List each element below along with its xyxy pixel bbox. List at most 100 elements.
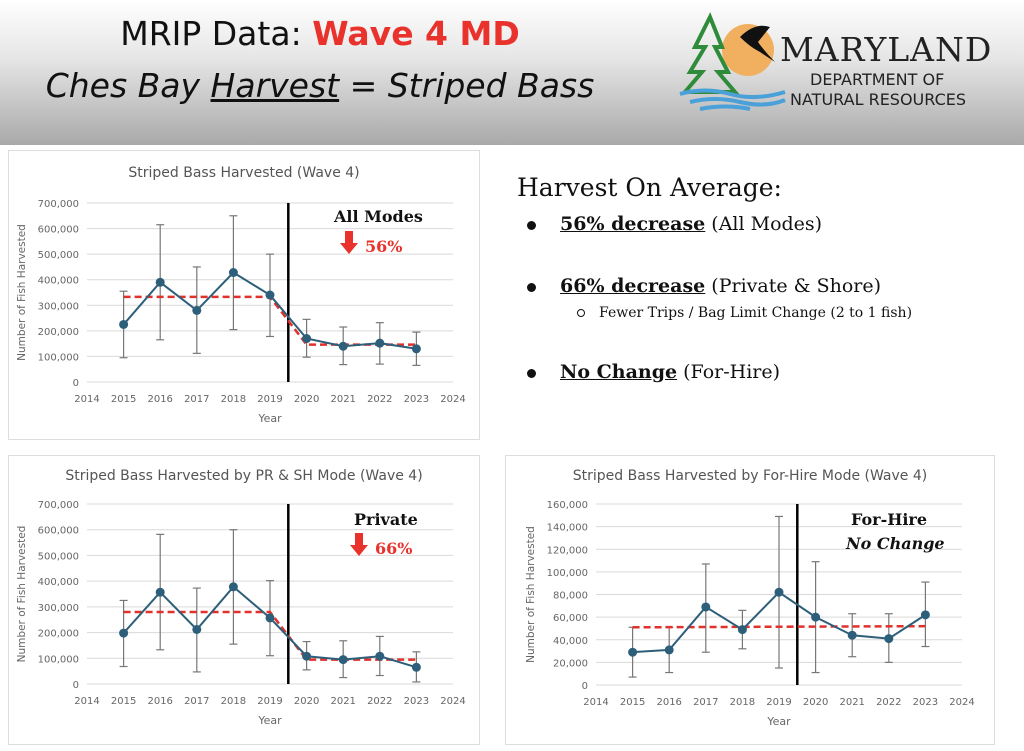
data-point xyxy=(920,610,930,620)
average-line xyxy=(123,295,417,346)
y-tick-label: 60,000 xyxy=(553,613,588,624)
data-point xyxy=(119,319,129,329)
x-tick-label: 2016 xyxy=(147,696,172,707)
annotation-label: All Modes xyxy=(334,207,423,226)
data-point xyxy=(119,628,129,638)
y-tick-label: 0 xyxy=(582,681,588,692)
x-tick-label: 2019 xyxy=(766,697,791,708)
y-tick-label: 100,000 xyxy=(38,654,79,665)
y-tick-label: 600,000 xyxy=(38,526,79,537)
data-point xyxy=(338,341,348,351)
bullet-icon xyxy=(527,220,536,230)
bullet-icon xyxy=(527,368,536,378)
data-point xyxy=(411,344,421,354)
y-tick-label: 500,000 xyxy=(38,551,79,562)
circle-bullet-icon xyxy=(577,309,585,317)
x-tick-label: 2021 xyxy=(839,697,864,708)
x-tick-label: 2014 xyxy=(583,697,608,708)
bullet-icon xyxy=(527,282,536,292)
chart-for-hire: Striped Bass Harvested by For-Hire Mode … xyxy=(505,455,995,745)
x-tick-label: 2023 xyxy=(404,394,429,405)
y-tick-label: 600,000 xyxy=(38,225,79,236)
y-tick-label: 100,000 xyxy=(547,568,588,579)
data-point xyxy=(774,587,784,597)
x-tick-label: 2020 xyxy=(294,696,319,707)
data-point xyxy=(228,582,238,592)
x-tick-label: 2024 xyxy=(440,394,465,405)
chart-title: Striped Bass Harvested by PR & SH Mode (… xyxy=(65,468,423,484)
bullet-text: (Private & Shore) xyxy=(705,275,882,297)
x-tick-label: 2019 xyxy=(257,394,282,405)
y-tick-label: 700,000 xyxy=(38,500,79,511)
chart-private-shore: Striped Bass Harvested by PR & SH Mode (… xyxy=(8,455,480,745)
y-tick-label: 400,000 xyxy=(38,276,79,287)
subtitle-pre: Ches Bay xyxy=(45,66,211,105)
bullet-bold: 66% decrease xyxy=(560,275,706,297)
data-point xyxy=(265,613,275,623)
chart-svg: 0 20,000 40,000 60,000 80,000 100,000 120,000 1… xyxy=(525,500,975,728)
summary-bullet: 56% decrease (All Modes) xyxy=(527,213,822,235)
y-tick-label: 40,000 xyxy=(553,636,588,647)
x-tick-label: 2024 xyxy=(949,697,974,708)
x-axis-label: Year xyxy=(257,714,282,727)
x-tick-label: 2023 xyxy=(404,696,429,707)
x-tick-label: 2017 xyxy=(693,697,718,708)
x-tick-label: 2024 xyxy=(440,696,465,707)
summary-heading: Harvest On Average: xyxy=(517,173,782,202)
data-point xyxy=(375,338,385,348)
change-label: 56% xyxy=(365,237,403,256)
x-tick-label: 2014 xyxy=(74,696,99,707)
y-tick-label: 200,000 xyxy=(38,629,79,640)
slide-header: MRIP Data: Wave 4 MD Ches Bay Harvest = … xyxy=(0,0,1024,145)
data-point xyxy=(664,645,674,655)
title-highlight: Wave 4 MD xyxy=(312,14,520,53)
y-tick-label: 300,000 xyxy=(38,603,79,614)
y-tick-label: 300,000 xyxy=(38,301,79,312)
y-tick-label: 0 xyxy=(73,680,79,691)
data-point xyxy=(811,612,821,622)
y-tick-label: 700,000 xyxy=(38,199,79,210)
y-axis-label: Number of Fish Harvested xyxy=(16,526,28,663)
y-tick-label: 80,000 xyxy=(553,591,588,602)
data-point xyxy=(302,334,312,344)
data-point xyxy=(847,630,857,640)
y-axis-label: Number of Fish Harvested xyxy=(525,526,537,663)
bullet-text: (All Modes) xyxy=(705,213,823,235)
x-tick-label: 2018 xyxy=(730,697,755,708)
x-tick-label: 2022 xyxy=(367,696,392,707)
x-tick-label: 2017 xyxy=(184,394,209,405)
change-label: 66% xyxy=(375,539,413,558)
subtitle-underlined: Harvest xyxy=(210,66,340,105)
bullet-bold: No Change xyxy=(560,361,678,383)
x-axis-label: Year xyxy=(766,715,791,728)
x-tick-label: 2023 xyxy=(913,697,938,708)
slide-title: MRIP Data: Wave 4 MD xyxy=(0,14,640,53)
chart-svg: 0 100,000 200,000 300,000 400,000 500,000 600,… xyxy=(16,199,466,425)
x-tick-label: 2022 xyxy=(876,697,901,708)
x-tick-label: 2019 xyxy=(257,696,282,707)
y-tick-label: 120,000 xyxy=(547,545,588,556)
x-axis-label: Year xyxy=(257,412,282,425)
data-point xyxy=(228,268,238,278)
data-point xyxy=(737,625,747,635)
data-point xyxy=(155,277,165,287)
chart-title: Striped Bass Harvested (Wave 4) xyxy=(128,165,360,181)
y-tick-label: 400,000 xyxy=(38,577,79,588)
x-tick-label: 2018 xyxy=(221,394,246,405)
x-tick-label: 2016 xyxy=(147,394,172,405)
x-tick-label: 2020 xyxy=(294,394,319,405)
y-tick-label: 200,000 xyxy=(38,327,79,338)
data-point xyxy=(375,651,385,661)
data-point xyxy=(155,587,165,597)
y-tick-label: 160,000 xyxy=(547,500,588,511)
data-point xyxy=(411,662,421,672)
x-tick-label: 2015 xyxy=(111,394,136,405)
md-dnr-logo: MARYLAND DEPARTMENT OF NATURAL RESOURCES xyxy=(670,12,1010,112)
x-tick-label: 2018 xyxy=(221,696,246,707)
logo-line1: MARYLAND xyxy=(780,30,993,69)
x-tick-label: 2022 xyxy=(367,394,392,405)
x-tick-label: 2021 xyxy=(330,696,355,707)
x-tick-label: 2017 xyxy=(184,696,209,707)
y-tick-label: 0 xyxy=(73,378,79,389)
average-line xyxy=(632,624,926,629)
